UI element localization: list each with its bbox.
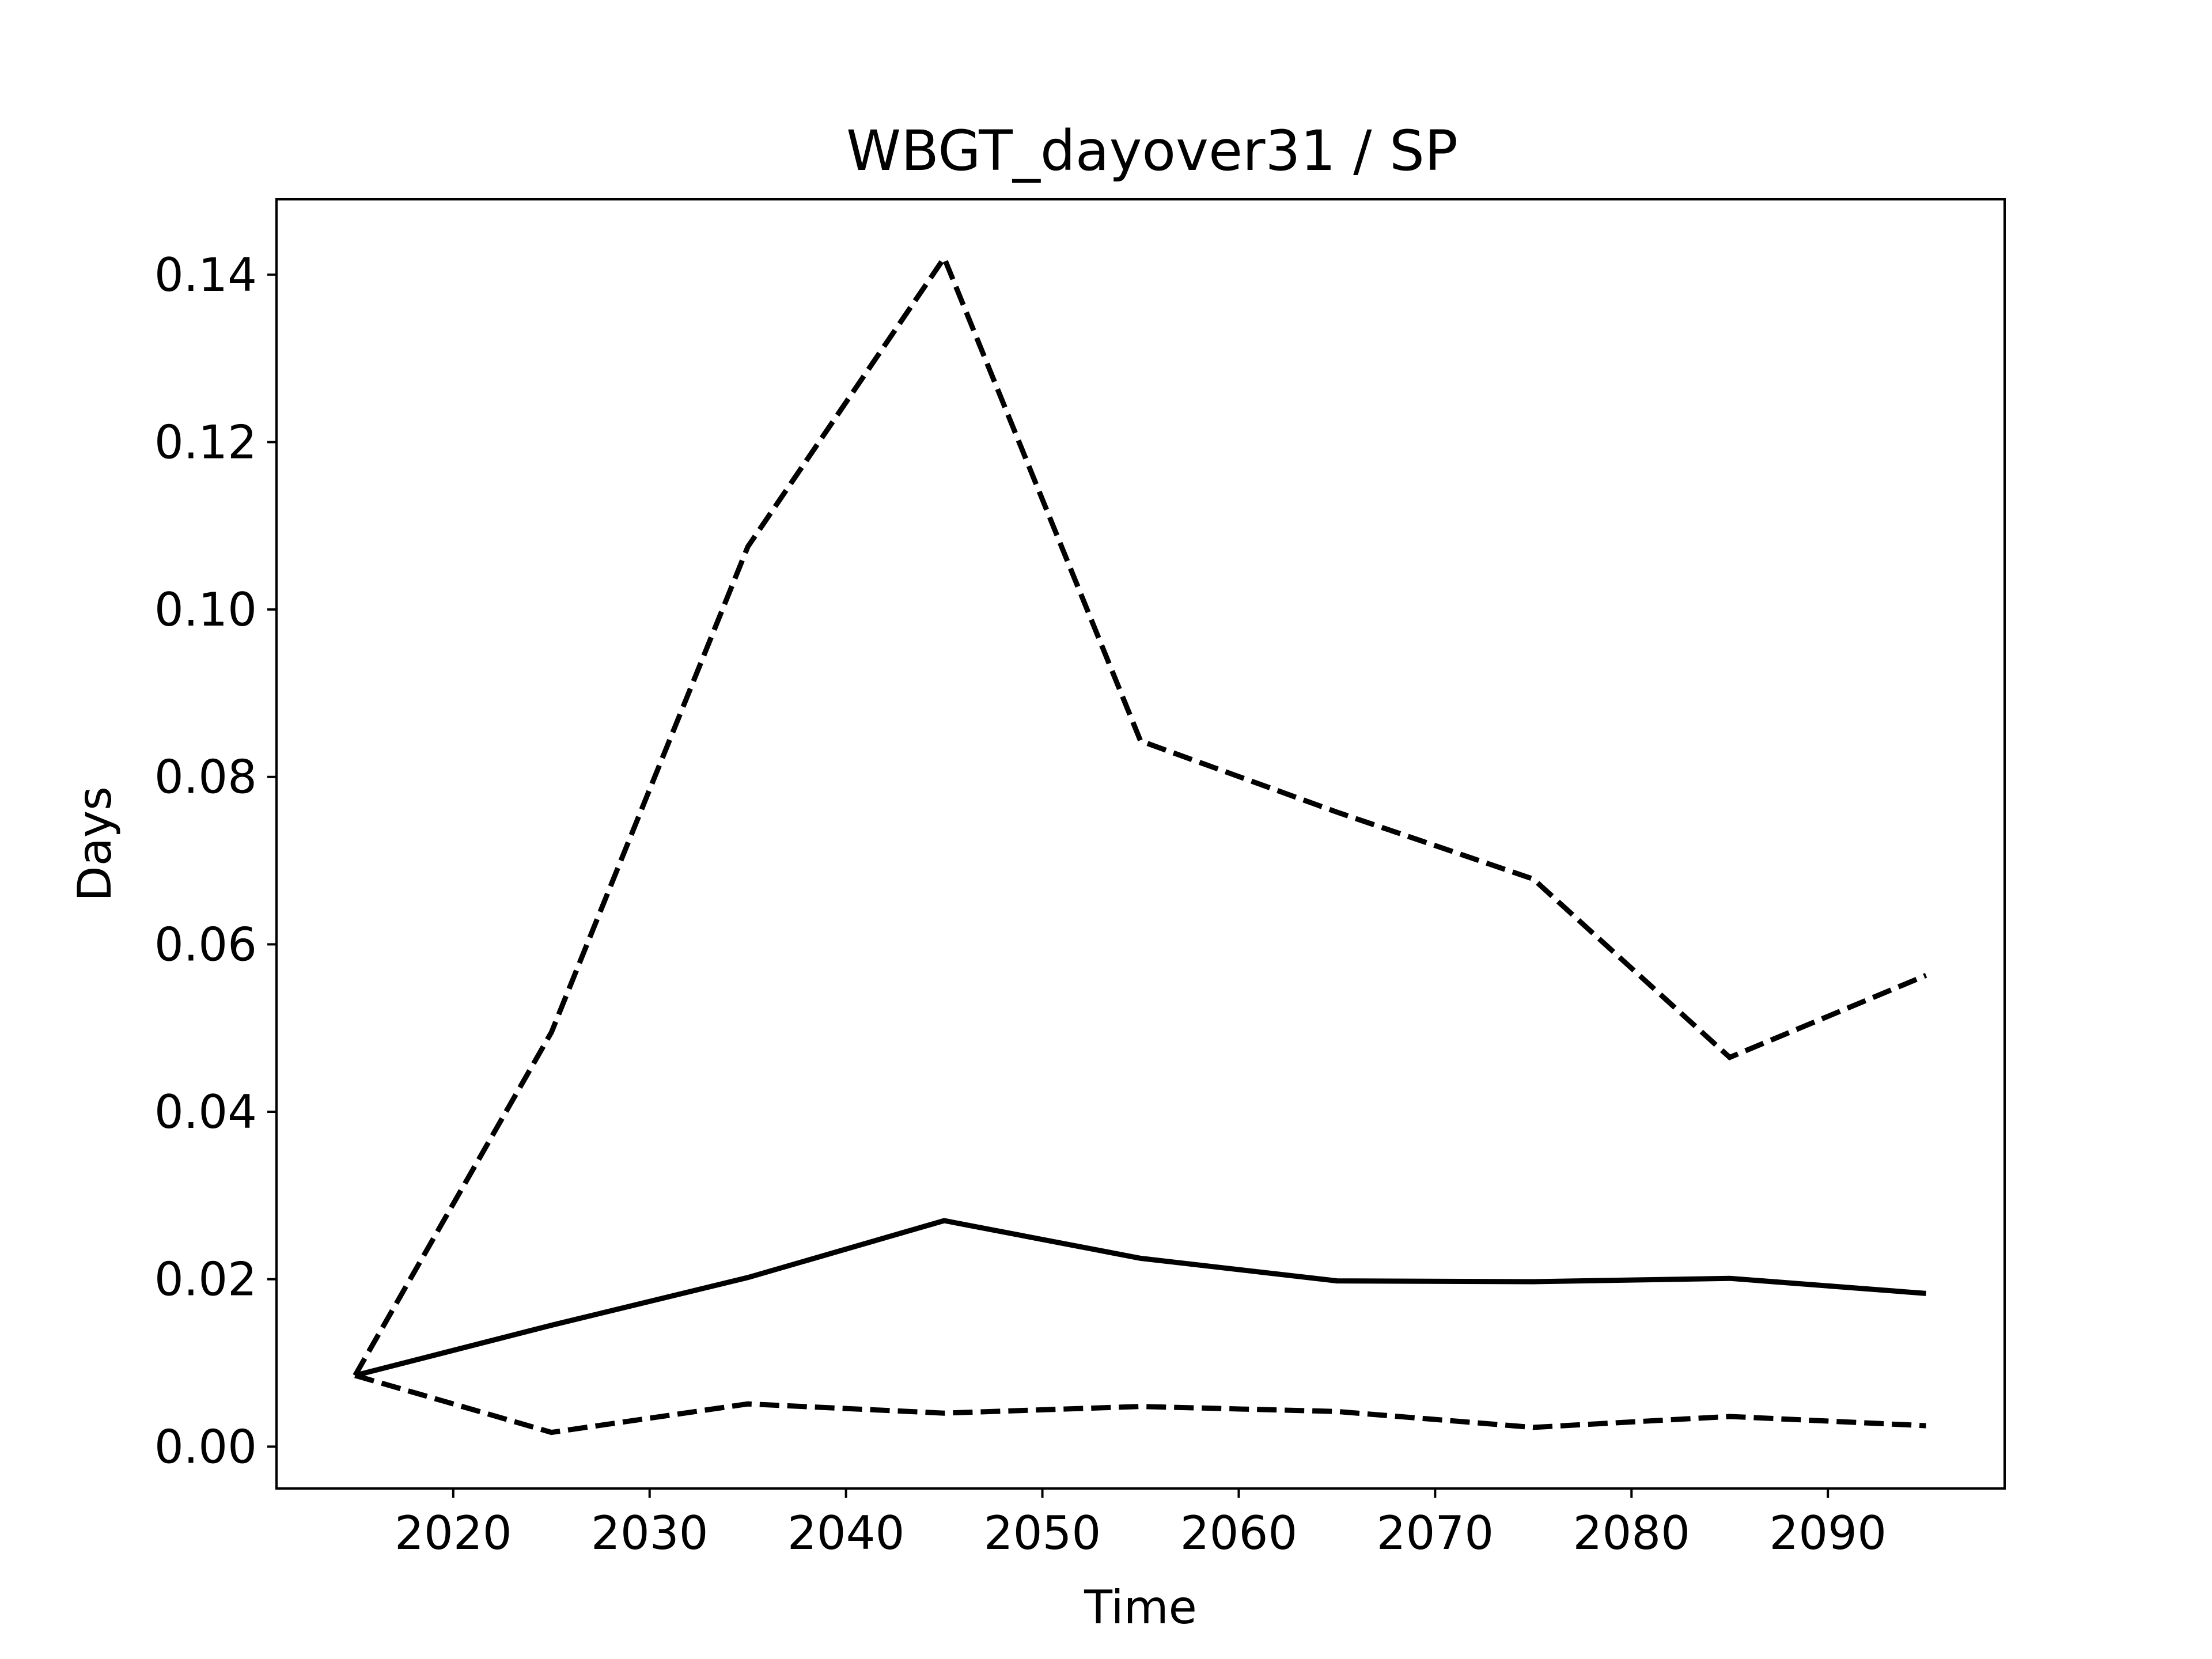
chart-title: WBGT_dayover31 / SP [846,119,1458,183]
y-tick-label: 0.12 [154,415,257,469]
x-tick-label: 2090 [1769,1506,1887,1560]
series-line-2 [353,252,1927,1377]
x-tick-label: 2040 [787,1506,905,1560]
series-layer [353,252,1927,1435]
x-tick-label: 2050 [984,1506,1101,1560]
plot-area-frame [275,198,2006,1490]
y-tick-label: 0.14 [154,248,257,302]
x-axis-label: Time [1084,1581,1197,1634]
y-tick-label: 0.10 [154,583,257,637]
y-tick-label: 0.06 [154,918,257,971]
y-tick-label: 0.08 [154,751,257,804]
y-axis-ticks: 0.00 0.02 0.04 0.06 0.08 0.10 0.12 0.14 [154,248,276,1474]
x-tick-label: 2030 [591,1506,709,1560]
y-tick-label: 0.02 [154,1253,257,1306]
x-tick-label: 2080 [1573,1506,1690,1560]
x-axis-ticks: 2020 2030 2040 2050 2060 2070 2080 2090 [395,1488,1887,1560]
y-tick-label: 0.04 [154,1085,257,1139]
series-line-1 [354,1218,1926,1378]
x-tick-label: 2070 [1377,1506,1494,1560]
y-tick-label: 0.00 [154,1420,257,1474]
x-tick-label: 2060 [1180,1506,1298,1560]
y-axis-label: Days [68,786,122,902]
x-tick-label: 2020 [395,1506,512,1560]
